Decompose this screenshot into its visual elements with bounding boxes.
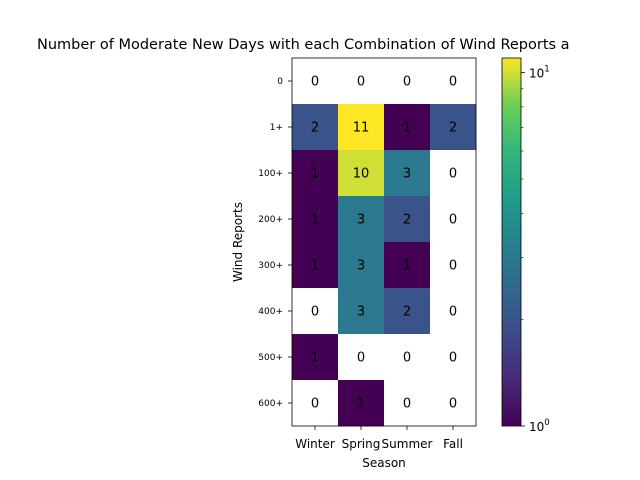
- colorbar-tick-label: 101: [529, 65, 550, 81]
- heatmap-cell: [292, 196, 339, 243]
- heatmap-cell: [338, 196, 385, 243]
- heatmap-cell: [292, 288, 339, 335]
- y-tick-label: 200+: [258, 215, 283, 225]
- plot-frame: [291, 57, 477, 427]
- heatmap-cell: [430, 104, 477, 151]
- cell-value-label: 3: [357, 213, 365, 228]
- y-axis-label: Wind Reports: [231, 202, 245, 282]
- cell-value-label: 3: [357, 305, 365, 320]
- cell-value-label: 3: [403, 167, 411, 182]
- cell-value-label: 0: [403, 75, 411, 90]
- colorbar-minor-ticks: [521, 88, 524, 320]
- y-tick-label: 0: [277, 77, 283, 87]
- heatmap-cell: [430, 334, 477, 381]
- cell-value-label: 0: [449, 351, 457, 366]
- cell-value-label: 0: [449, 259, 457, 274]
- heatmap-cell: [384, 380, 431, 427]
- heatmap-cell: [292, 380, 339, 427]
- heatmap-cell: [430, 58, 477, 105]
- cell-value-label: 2: [403, 213, 411, 228]
- x-tick-label: Summer: [382, 437, 433, 451]
- heatmap-cell: [430, 380, 477, 427]
- heatmap-cell: [292, 150, 339, 197]
- y-tick-label: 600+: [258, 399, 283, 409]
- heatmap-cell: [338, 150, 385, 197]
- y-tick-label: 100+: [258, 169, 283, 179]
- heatmap-cell: [430, 196, 477, 243]
- x-axis-label: Season: [362, 456, 406, 470]
- y-tick-label: 400+: [258, 307, 283, 317]
- cell-value-label: 1: [403, 121, 411, 136]
- heatmap-cell: [384, 242, 431, 289]
- cell-value-label: 0: [311, 305, 319, 320]
- heatmap-cell: [338, 242, 385, 289]
- heatmap-cell: [384, 58, 431, 105]
- x-tick-label: Winter: [295, 437, 335, 451]
- heatmap-cell: [338, 58, 385, 105]
- cell-value-label: 0: [449, 397, 457, 412]
- y-tick-label: 500+: [258, 353, 283, 363]
- x-tick-label: Fall: [443, 437, 463, 451]
- heatmap-cell: [384, 196, 431, 243]
- x-axis-ticks: Winter Spring Summer Fall: [295, 426, 463, 451]
- cell-value-label: 0: [403, 397, 411, 412]
- cell-value-label: 0: [449, 213, 457, 228]
- heatmap-cell: [292, 104, 339, 151]
- colorbar: [501, 57, 522, 427]
- cell-value-label: 1: [311, 167, 319, 182]
- heatmap-cell: [384, 334, 431, 381]
- cell-value-label: 1: [357, 397, 365, 412]
- cell-value-label: 10: [353, 167, 370, 182]
- heatmap-cell: [338, 288, 385, 335]
- cell-value-label: 0: [449, 75, 457, 90]
- cell-value-label: 1: [403, 259, 411, 274]
- heatmap-cell-labels: 0 0 0 02 11 1 21 10 3 01 3 2 01 3 1 00 3 2 01 0 0 00 1 0 0: [311, 75, 457, 412]
- y-tick-label: 1+: [270, 123, 283, 133]
- heatmap-cell: [338, 104, 385, 151]
- heatmap-cell: [384, 104, 431, 151]
- heatmap-cell: [338, 334, 385, 381]
- cell-value-label: 2: [449, 121, 457, 136]
- chart-title: Number of Moderate New Days with each Co…: [37, 37, 570, 53]
- heatmap-cells: [292, 58, 477, 427]
- y-tick-label: 300+: [258, 261, 283, 271]
- cell-value-label: 0: [403, 351, 411, 366]
- cell-value-label: 0: [449, 305, 457, 320]
- cell-value-label: 0: [357, 75, 365, 90]
- colorbar-major-ticks: 101 100: [521, 65, 550, 434]
- cell-value-label: 3: [357, 259, 365, 274]
- cell-value-label: 1: [311, 351, 319, 366]
- heatmap-cell: [430, 242, 477, 289]
- cell-value-label: 1: [311, 213, 319, 228]
- heatmap-cell: [384, 150, 431, 197]
- cell-value-label: 2: [403, 305, 411, 320]
- heatmap-cell: [430, 150, 477, 197]
- x-tick-label: Spring: [342, 437, 381, 451]
- cell-value-label: 11: [353, 121, 370, 136]
- heatmap-cell: [430, 288, 477, 335]
- colorbar-tick-label: 100: [529, 418, 550, 434]
- cell-value-label: 2: [311, 121, 319, 136]
- heatmap-cell: [292, 58, 339, 105]
- y-axis-ticks: 0 1+ 100+ 200+ 300+ 400+ 500+ 600+: [258, 77, 292, 409]
- cell-value-label: 1: [311, 259, 319, 274]
- cell-value-label: 0: [311, 397, 319, 412]
- heatmap-cell: [384, 288, 431, 335]
- cell-value-label: 0: [311, 75, 319, 90]
- heatmap-cell: [338, 380, 385, 427]
- cell-value-label: 0: [357, 351, 365, 366]
- heatmap-cell: [292, 334, 339, 381]
- cell-value-label: 0: [449, 167, 457, 182]
- heatmap-cell: [292, 242, 339, 289]
